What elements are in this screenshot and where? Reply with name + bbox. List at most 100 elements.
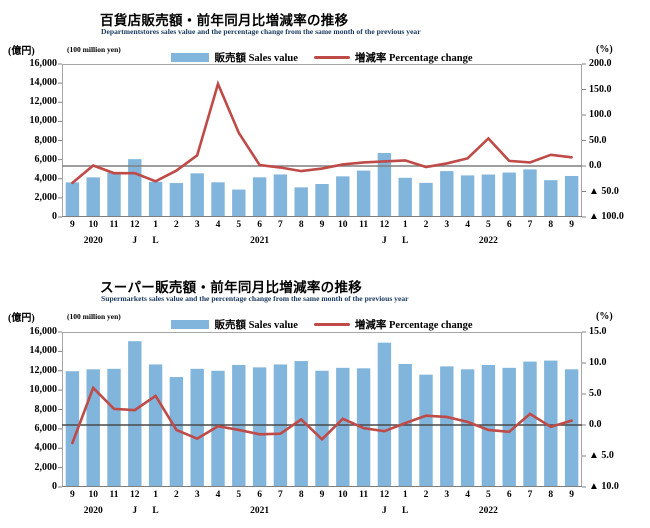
sales-bar [315,370,329,487]
month-label: 6 [506,220,512,230]
sales-bar [190,368,204,487]
left-axis-tick-label: 6,000 [34,422,58,434]
right-axis-tick-label: 200.0 [589,58,612,69]
left-axis-tick-label: 14,000 [29,345,58,357]
month-label: 8 [298,490,304,500]
year-label: 2020 [83,236,103,246]
sales-bar [252,367,267,487]
left-axis-tick-label: 8,000 [34,134,58,146]
chart-subtitle: Departmentstores sales value and the per… [101,27,421,36]
percentage-change-legend-swatch [313,56,350,59]
month-label: 9 [569,220,574,230]
month-label: 2 [174,220,179,230]
percentage-change-legend-label: 増減率 Percentage change [354,53,473,64]
sales-value-legend-label: 販売額 Sales value [214,320,298,331]
sales-bar [190,173,204,217]
left-axis-tick-label: 16,000 [29,326,58,337]
percentage-change-legend-label: 増減率 Percentage change [354,320,473,331]
right-axis-tick-label: 100.0 [589,109,612,120]
right-axis-tick-label: ▲ 50.0 [589,185,619,197]
sales-bar [128,341,142,487]
month-label: 12 [379,490,390,500]
sales-bar [65,371,80,487]
sales-bar [460,369,475,487]
month-label: 8 [548,490,554,500]
month-label: 2 [423,220,429,230]
right-axis-unit: (%) [596,44,613,55]
left-axis-tick-label: 16,000 [29,58,58,69]
sales-bar [232,189,246,217]
month-label: 2 [174,490,179,500]
sales-bar [232,364,246,487]
sales-bar [107,172,121,217]
sales-bar [502,172,516,217]
sales-bar [65,182,80,217]
sales-bar [502,367,516,487]
sales-bar [440,366,454,487]
year-label: 2020 [83,506,103,516]
year-label: L [152,236,159,246]
sales-bar [294,187,308,217]
left-axis-tick-label: 6,000 [34,153,58,165]
left-axis-tick-label: 12,000 [29,364,58,376]
right-axis-tick-label: 15.0 [589,326,607,337]
sales-bar [377,342,392,487]
left-axis-unit-en: (100 million yen) [67,45,121,54]
month-label: 2 [423,490,429,500]
right-axis-tick-label: 0.0 [589,419,602,430]
chart-title: 百貨店販売額・前年同月比増減率の推移 [100,13,349,28]
sales-bar [336,176,350,217]
left-axis-unit-jp: (億円) [8,313,35,324]
month-label: 9 [569,490,574,500]
right-axis-tick-label: ▲ 5.0 [589,450,614,461]
sales-bar [211,370,225,487]
month-label: 12 [130,490,140,500]
month-label: 7 [527,220,533,230]
legend: 販売額 Sales value 増減率 Percentage change [62,317,582,332]
month-label: 3 [194,220,200,230]
month-label: 5 [236,490,242,500]
right-axis-tick-label: 150.0 [589,83,612,95]
month-label: 4 [465,490,470,500]
right-axis-tick-label: 0.0 [589,160,602,171]
sales-bar [481,364,496,487]
year-label: 2022 [478,506,498,516]
month-label: 4 [465,220,470,230]
left-axis-tick-label: 10,000 [29,384,58,396]
sales-bar [315,184,329,217]
year-label: L [152,506,159,516]
year-label: J [132,236,138,246]
month-label: 9 [70,490,75,500]
year-label: L [402,236,409,246]
year-label: J [382,506,387,516]
month-label: 9 [319,220,325,230]
left-axis-tick-label: 4,000 [34,442,58,454]
month-label: 12 [130,220,140,230]
sales-bar [523,361,537,487]
plot-area [58,331,586,488]
month-label: 1 [402,220,408,230]
year-label: 2021 [250,236,270,246]
left-axis-tick-label: 12,000 [29,96,58,108]
month-label: 8 [548,220,554,230]
left-axis-unit-jp: (億円) [8,46,35,57]
sales-bar [273,364,288,487]
percentage-change-legend-swatch [313,323,350,326]
chart-title: スーパー販売額・前年同月比増減率の推移 [100,280,363,295]
left-axis-tick-label: 2,000 [34,191,58,203]
sales-value-legend-swatch [171,320,210,329]
month-label: 7 [278,490,283,500]
right-axis-tick-label: 50.0 [589,134,607,146]
year-label: 2021 [250,506,270,516]
percentage-change-line [71,385,573,445]
month-label: 7 [527,490,533,500]
sales-value-legend-label: 販売額 Sales value [214,53,298,64]
right-axis-tick-label: 10.0 [589,357,607,368]
year-label: L [402,506,409,516]
left-axis-tick-label: 10,000 [29,115,58,127]
month-label: 4 [215,220,221,230]
left-axis-tick-label: 0 [52,211,57,222]
sales-bar [377,153,392,217]
month-label: 6 [506,490,512,500]
